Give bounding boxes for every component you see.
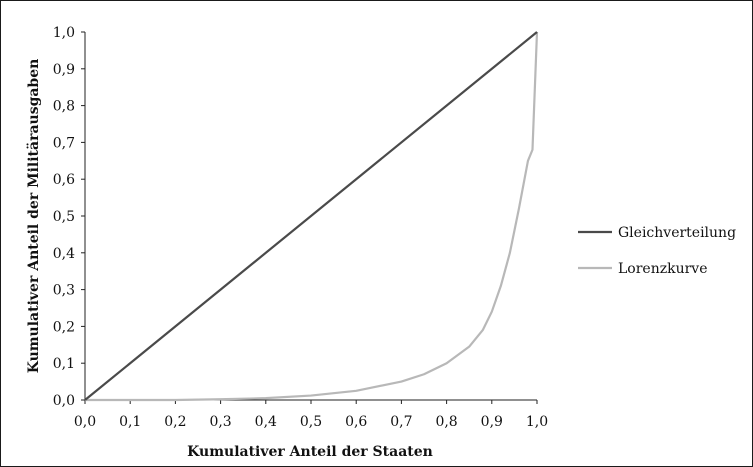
y-tick-label: 0,8 (53, 99, 75, 115)
y-tick-label: 0,3 (53, 283, 75, 299)
legend-label: Gleichverteilung (618, 225, 736, 241)
x-tick-label: 0,8 (435, 414, 457, 430)
y-tick-label: 0,5 (53, 209, 75, 225)
y-tick-label: 0,6 (53, 172, 75, 188)
x-tick-label: 0,1 (119, 414, 141, 430)
legend: Gleichverteilung Lorenzkurve (578, 225, 736, 277)
y-tick-label: 0,1 (53, 356, 75, 372)
y-axis-title: Kumulativer Anteil der Militärausgaben (26, 59, 42, 374)
series-lines (84, 31, 539, 402)
x-tick-label: 0,5 (300, 414, 322, 430)
x-tick-label: 0,6 (345, 414, 367, 430)
x-tick-label: 0,2 (164, 414, 186, 430)
x-tick-label: 0,0 (74, 414, 96, 430)
x-axis-title: Kumulativer Anteil der Staaten (187, 444, 433, 460)
y-tick-label: 0,0 (53, 393, 75, 409)
x-tick-label: 0,3 (209, 414, 231, 430)
legend-label: Lorenzkurve (618, 261, 707, 277)
x-tick-label: 1,0 (526, 414, 548, 430)
gleichverteilung-line (84, 31, 538, 401)
y-tick-label: 0,7 (53, 135, 75, 151)
tick-labels: 0,0 0,1 0,2 0,3 0,4 0,5 0,6 0,7 0,8 0,9 1,0 0,0 0,1 0… (53, 25, 548, 430)
x-tick-label: 0,9 (481, 414, 503, 430)
x-tick-label: 0,4 (255, 414, 277, 430)
x-tick-label: 0,7 (390, 414, 412, 430)
y-tick-label: 0,2 (53, 319, 75, 335)
y-tick-label: 1,0 (53, 25, 75, 41)
y-tick-label: 0,4 (53, 246, 75, 262)
y-tick-label: 0,9 (53, 62, 75, 78)
lorenzkurve-line (85, 31, 539, 402)
